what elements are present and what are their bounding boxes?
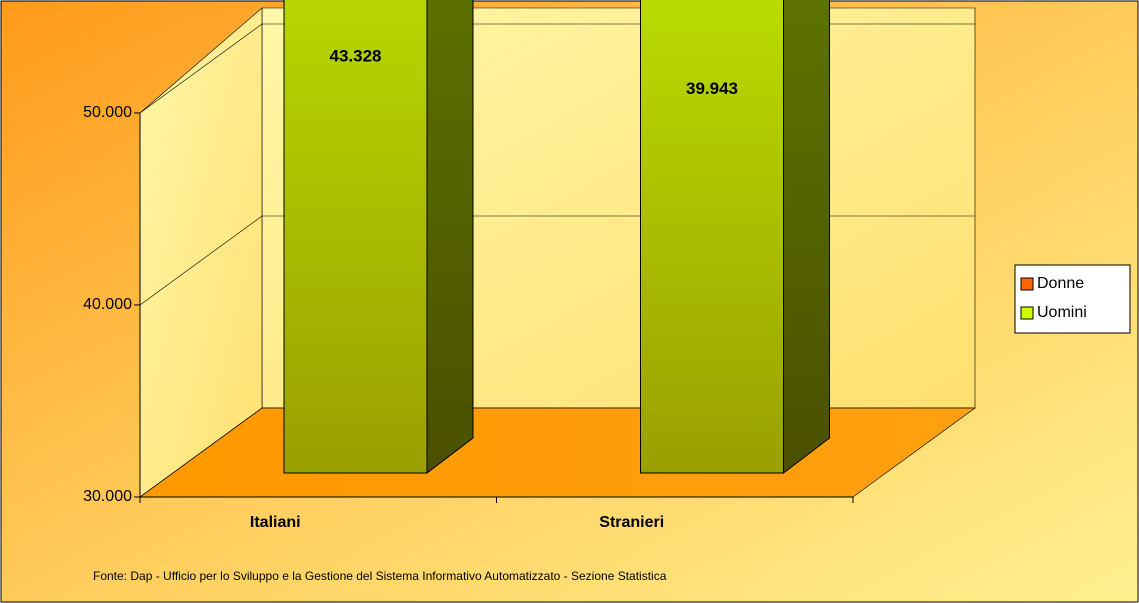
legend-label: Donne xyxy=(1037,275,1084,292)
legend-label: Uomini xyxy=(1037,304,1087,321)
bar xyxy=(283,0,474,475)
x-tick-label: Stranieri xyxy=(599,514,664,531)
x-tick-label: Italiani xyxy=(250,514,301,531)
legend-swatch xyxy=(1020,277,1034,291)
bar-front xyxy=(640,0,784,474)
bar xyxy=(640,0,830,475)
bar-front xyxy=(283,0,428,474)
bar-side xyxy=(426,0,474,475)
floor xyxy=(139,407,976,498)
y-tick-label: 40.000 xyxy=(83,296,132,313)
legend-swatch xyxy=(1020,306,1034,320)
value-label: 43.328 xyxy=(330,47,382,66)
bar-side xyxy=(783,0,830,475)
legend xyxy=(1014,264,1131,334)
y-tick-label: 30.000 xyxy=(83,488,132,505)
y-tick-label: 50.000 xyxy=(83,104,132,121)
source-note: Fonte: Dap - Ufficio per lo Sviluppo e l… xyxy=(93,569,667,583)
value-label: 39.943 xyxy=(686,79,738,98)
